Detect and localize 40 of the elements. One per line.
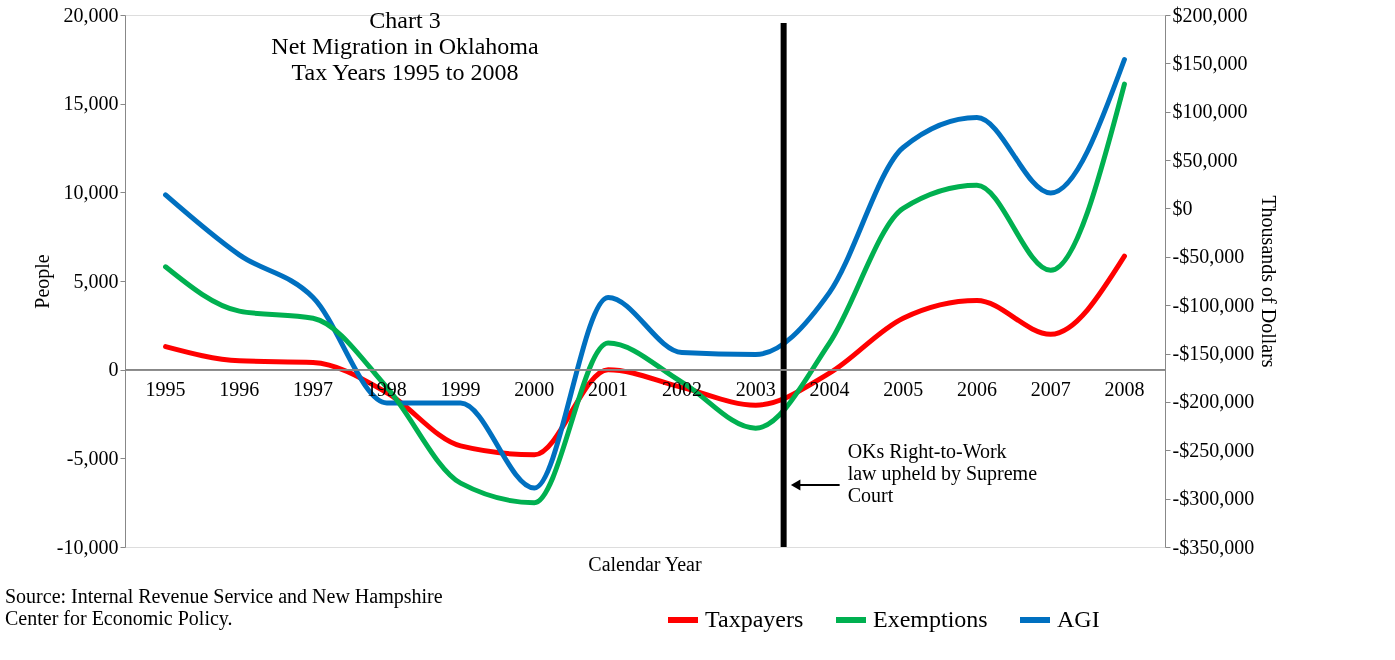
y2-tick-label: -$350,000 bbox=[1172, 535, 1255, 558]
x-tick-label: 1995 bbox=[145, 377, 186, 400]
y-tick-label: -10,000 bbox=[56, 535, 119, 558]
x-tick-label: 1996 bbox=[219, 377, 260, 400]
y2-tick-label: -$50,000 bbox=[1172, 245, 1245, 268]
ref-line-label: OKs Right-to-Work law upheld by Supreme Court bbox=[847, 440, 1038, 506]
y-tick-label: 15,000 bbox=[63, 92, 119, 115]
y2-tick-label: $200,000 bbox=[1172, 3, 1248, 26]
x-tick-label: 2003 bbox=[735, 377, 776, 400]
y-tick-label: 20,000 bbox=[63, 3, 119, 26]
legend-label: Taxpayers bbox=[705, 606, 804, 632]
y-tick-label: 0 bbox=[108, 358, 119, 381]
y-tick-label: 5,000 bbox=[73, 269, 119, 292]
x-tick-label: 2007 bbox=[1030, 377, 1071, 400]
y-axis-title: People bbox=[30, 254, 54, 309]
x-tick-label: 2006 bbox=[956, 377, 997, 400]
x-tick-label: 2008 bbox=[1104, 377, 1145, 400]
x-tick-label: 2005 bbox=[883, 377, 924, 400]
y2-tick-label: $150,000 bbox=[1172, 51, 1248, 74]
legend-label: AGI bbox=[1057, 606, 1100, 632]
y2-tick-label: $0 bbox=[1172, 196, 1193, 219]
text: Chart 3 Net Migration in Oklahoma Tax Years 1995 to 2008 bbox=[271, 7, 539, 85]
y2-axis-title: Thousands of Dollars bbox=[1258, 195, 1281, 368]
y2-tick-label: -$100,000 bbox=[1172, 293, 1255, 316]
x-tick-label: 2000 bbox=[514, 377, 555, 400]
x-tick-label: 1999 bbox=[440, 377, 481, 400]
x-axis-title: Calendar Year bbox=[588, 553, 702, 575]
y2-tick-label: -$150,000 bbox=[1172, 342, 1255, 365]
y2-tick-label: -$300,000 bbox=[1172, 487, 1255, 510]
legend-label: Exemptions bbox=[873, 606, 988, 632]
x-tick-label: 1997 bbox=[293, 377, 334, 400]
x-tick-label: 2001 bbox=[588, 377, 629, 400]
y2-tick-label: -$200,000 bbox=[1172, 390, 1255, 413]
x-tick-label: 2004 bbox=[809, 377, 850, 400]
y-tick-label: 10,000 bbox=[63, 180, 119, 203]
y-tick-label: -5,000 bbox=[66, 446, 119, 469]
y2-tick-label: -$250,000 bbox=[1172, 438, 1255, 461]
y2-tick-label: $100,000 bbox=[1172, 100, 1248, 123]
y2-tick-label: $50,000 bbox=[1172, 148, 1238, 171]
source-note: Source: Internal Revenue Service and New Hampshire Center for Economic Policy. bbox=[5, 585, 443, 630]
